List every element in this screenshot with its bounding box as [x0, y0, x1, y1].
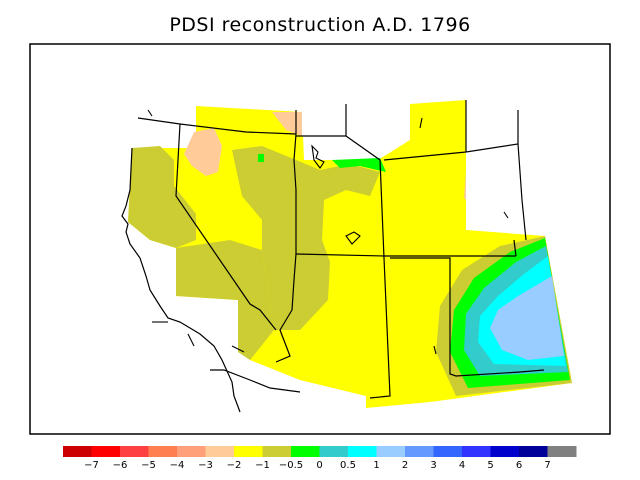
legend-swatch [63, 446, 92, 457]
legend-tick-label: −4 [170, 460, 185, 471]
legend-swatch [519, 446, 548, 457]
legend-swatch [91, 446, 121, 457]
legend-ticks: −7 −6 −5 −4 −3 −2 −1 −0.5 0 0.5 1 2 3 4 5 6 7 [84, 460, 551, 471]
legend-swatch [405, 446, 434, 457]
region-olive-central [232, 146, 380, 330]
legend-tick-label: 5 [487, 460, 493, 471]
region-olive-west [128, 146, 196, 248]
region-olive-ca [176, 240, 274, 360]
legend-tick-label: −6 [113, 460, 128, 471]
legend-swatch [433, 446, 463, 457]
legend-swatch [262, 446, 292, 457]
legend-tick-label: −7 [84, 460, 99, 471]
region-blank-mt [466, 140, 522, 230]
legend-tick-label: 3 [430, 460, 436, 471]
legend-tick-label: −0.5 [279, 460, 303, 471]
legend-swatch [120, 446, 149, 457]
legend-tick-label: −3 [198, 460, 213, 471]
map-frame [29, 43, 611, 435]
legend-tick-label: 4 [459, 460, 465, 471]
legend-swatch [462, 446, 491, 457]
legend-tick-label: 1 [373, 460, 379, 471]
region-peach-or [184, 128, 222, 176]
legend-swatch [148, 446, 178, 457]
legend-swatch [319, 446, 349, 457]
coastline [121, 147, 301, 413]
legend-tick-label: −2 [227, 460, 242, 471]
legend-swatch [348, 446, 377, 457]
legend-swatch [291, 446, 320, 457]
legend-tick-label: 0.5 [340, 460, 356, 471]
region-peach-id [272, 112, 302, 136]
region-green-spot [258, 154, 264, 162]
legend-tick-label: −1 [255, 460, 270, 471]
legend-swatch [177, 446, 206, 457]
legend-swatch [490, 446, 520, 457]
lakes [147, 109, 509, 355]
state-boundaries [137, 100, 545, 399]
map-title: PDSI reconstruction A.D. 1796 [169, 14, 471, 36]
region-blank-id [302, 112, 346, 136]
legend-bar [63, 446, 577, 457]
region-lightblue-se [490, 276, 564, 360]
region-green-wy [332, 158, 386, 172]
legend-tick-label: 0 [316, 460, 322, 471]
legend-swatch [376, 446, 406, 457]
legend-swatch [234, 446, 263, 457]
legend-tick-label: 7 [544, 460, 550, 471]
legend-tick-label: 6 [516, 460, 522, 471]
legend-swatch [205, 446, 235, 457]
legend-tick-label: −5 [141, 460, 156, 471]
legend-swatch [547, 446, 577, 457]
legend-tick-label: 2 [402, 460, 408, 471]
